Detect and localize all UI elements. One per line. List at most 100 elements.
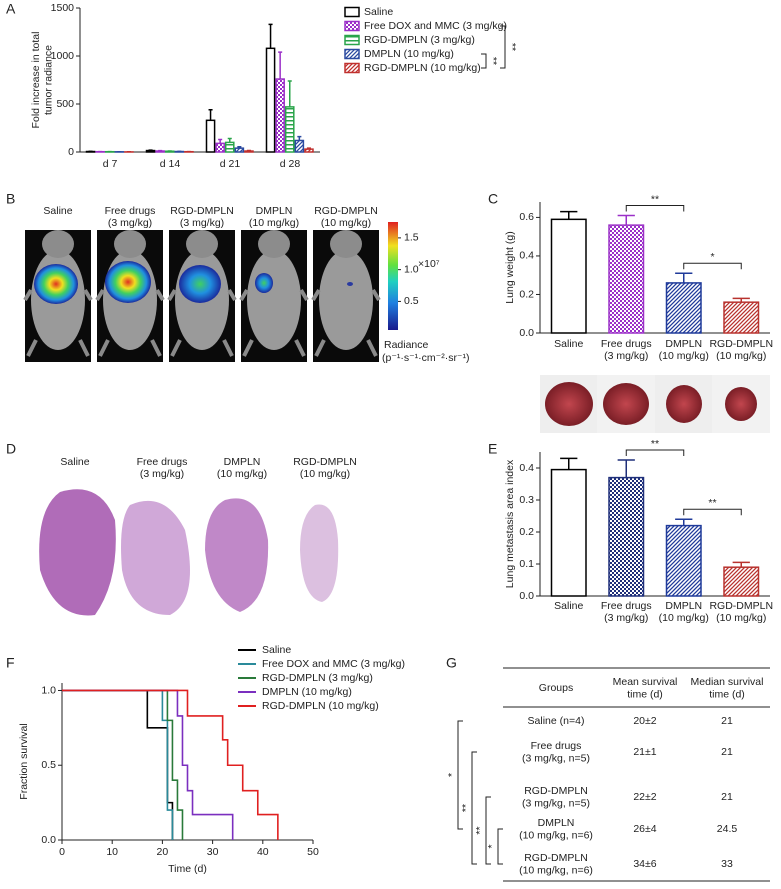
- x-tick-label: 10: [106, 846, 118, 858]
- colorbar-tick-label: 1.0: [404, 263, 419, 275]
- y-tick-label: 0.6: [519, 211, 534, 223]
- bar: [267, 48, 275, 152]
- x-axis-label: Time (d): [168, 863, 207, 875]
- legend-bracket: [500, 26, 505, 68]
- x-tick-label: d 21: [220, 158, 241, 170]
- bar: [305, 149, 313, 152]
- bar: [207, 120, 215, 152]
- image-label: DMPLN(10 mg/kg): [249, 205, 299, 229]
- significance-label: **: [651, 438, 659, 450]
- x-tick-label: d 7: [103, 158, 118, 170]
- colorbar-tick-label: 0.5: [404, 295, 419, 307]
- bar: [216, 143, 224, 152]
- y-tick-label: 1.0: [41, 684, 56, 696]
- legend-swatch: [345, 50, 359, 59]
- x-tick-label: DMPLN(10 mg/kg): [659, 600, 709, 624]
- panel-letter: F: [6, 655, 15, 671]
- image-label: DMPLN(10 mg/kg): [217, 456, 267, 480]
- x-tick-label: 40: [257, 846, 269, 858]
- significance-bracket: [486, 797, 491, 864]
- legend-bracket: [481, 54, 486, 68]
- image-label: RGD-DMPLN(3 mg/kg): [170, 205, 234, 229]
- table-cell: 24.5: [717, 823, 738, 835]
- panel-letter: D: [6, 441, 16, 457]
- bar: [552, 219, 587, 333]
- significance-bracket: [626, 450, 684, 456]
- x-tick-label: 0: [59, 846, 65, 858]
- panel-c-photos: [540, 375, 770, 433]
- x-tick-label: Saline: [554, 338, 583, 350]
- significance-label: **: [460, 804, 472, 812]
- y-tick-label: 0.0: [41, 834, 56, 846]
- y-tick-label: 0.2: [519, 288, 534, 300]
- panel-letter: C: [488, 191, 498, 207]
- image-label: RGD-DMPLN(10 mg/kg): [314, 205, 378, 229]
- legend-label: Free DOX and MMC (3 mg/kg): [364, 20, 507, 32]
- significance-label: **: [506, 43, 518, 51]
- legend-swatch: [345, 36, 359, 45]
- legend-label: RGD-DMPLN (10 mg/kg): [364, 62, 481, 74]
- panel-letter: A: [6, 1, 16, 17]
- y-tick-label: 0.4: [519, 250, 534, 262]
- error-bar: [675, 519, 692, 525]
- x-tick-label: 30: [207, 846, 219, 858]
- y-tick-label: 1000: [51, 50, 75, 62]
- panel-letter: E: [488, 441, 497, 457]
- colorbar-title: Radiance: [384, 339, 429, 351]
- legend-label: DMPLN (10 mg/kg): [364, 48, 454, 60]
- image-label: RGD-DMPLN(10 mg/kg): [293, 456, 357, 480]
- y-tick-label: 0.0: [519, 327, 534, 339]
- error-bar: [560, 458, 577, 469]
- survival-line: [62, 690, 172, 840]
- significance-bracket: [472, 752, 477, 864]
- legend-swatch: [345, 22, 359, 31]
- bar: [724, 567, 759, 596]
- y-tick-label: 0.5: [41, 759, 56, 771]
- survival-line: [62, 690, 278, 840]
- y-axis-label: Lung metastasis area index: [504, 459, 516, 588]
- table-cell: 20±2: [633, 715, 656, 727]
- colorbar-unit: (p⁻¹·s⁻¹·cm⁻²·sr⁻¹): [382, 352, 469, 364]
- table-cell: 34±6: [633, 858, 656, 870]
- significance-label: **: [708, 497, 716, 509]
- significance-bracket: [684, 263, 742, 269]
- table-cell: Free drugs(3 mg/kg, n=5): [522, 740, 590, 764]
- bar: [609, 225, 644, 333]
- error-bar: [618, 215, 635, 225]
- significance-label: **: [487, 57, 499, 65]
- bar: [286, 107, 294, 152]
- image-label: Free drugs(3 mg/kg): [137, 456, 188, 480]
- table-cell: 21: [721, 715, 733, 727]
- x-tick-label: 20: [157, 846, 169, 858]
- significance-label: *: [710, 251, 714, 263]
- legend-swatch: [345, 8, 359, 17]
- legend-swatch: [345, 64, 359, 73]
- legend-label: DMPLN (10 mg/kg): [262, 686, 352, 698]
- y-tick-label: 1500: [51, 2, 75, 14]
- panel-letter: B: [6, 191, 15, 207]
- error-bar: [618, 460, 635, 478]
- error-bar: [560, 212, 577, 220]
- table-header: Groups: [539, 682, 573, 694]
- error-bar: [288, 81, 292, 107]
- legend-label: Saline: [364, 6, 393, 18]
- table-cell: 22±2: [633, 791, 656, 803]
- panel-b-images: [25, 222, 398, 362]
- table-cell: 21: [721, 746, 733, 758]
- legend-label: RGD-DMPLN (10 mg/kg): [262, 700, 379, 712]
- survival-line: [62, 690, 172, 840]
- table-cell: 21: [721, 791, 733, 803]
- y-tick-label: 0.4: [519, 462, 534, 474]
- x-tick-label: RGD-DMPLN(10 mg/kg): [709, 600, 773, 624]
- table-cell: DMPLN(10 mg/kg, n=6): [519, 817, 593, 841]
- panel-letter: G: [446, 655, 457, 671]
- table-cell: RGD-DMPLN(10 mg/kg, n=6): [519, 852, 593, 876]
- table-cell: Saline (n=4): [528, 715, 585, 727]
- y-tick-label: 500: [56, 98, 74, 110]
- x-tick-label: d 14: [160, 158, 181, 170]
- error-bar: [675, 273, 692, 283]
- legend-label: Free DOX and MMC (3 mg/kg): [262, 658, 405, 670]
